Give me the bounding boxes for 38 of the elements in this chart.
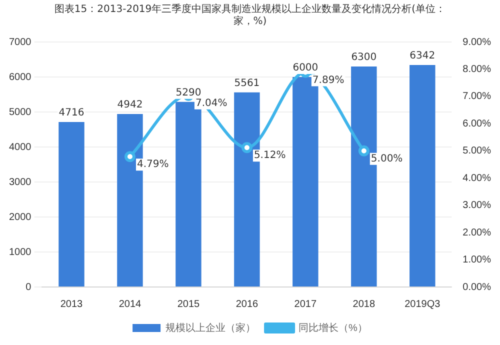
y-tick-label: 1000 <box>8 246 32 258</box>
y2-tick-label: 3.00% <box>462 200 492 212</box>
y-tick-label: 0 <box>26 282 32 293</box>
y2-tick-label: 5.00% <box>462 146 492 157</box>
y2-tick-label: 1.00% <box>462 254 492 266</box>
y2-tick-label: 6.00% <box>462 118 492 130</box>
legend-label: 同比增长（%） <box>298 322 368 334</box>
y2-tick-label: 7.00% <box>462 91 492 102</box>
data-label: 5.12% <box>254 150 286 162</box>
x-tick-label: 2015 <box>177 298 200 310</box>
y2-tick-label: 8.00% <box>462 64 492 75</box>
y2-tick-label: 9.00% <box>462 36 492 48</box>
y2-tick-label: 4.00% <box>462 172 492 184</box>
y-tick-label: 6000 <box>8 72 32 83</box>
data-label: 7.04% <box>195 98 228 109</box>
chart-title: 图表15：2013-2019年三季度中国家具制造业规模以上企业数量及变化情况分析(单位：家，%) <box>53 4 447 28</box>
data-label: 4.79% <box>136 159 169 170</box>
y2-tick-label: 2.00% <box>462 227 492 238</box>
data-label: 6342 <box>410 50 436 62</box>
y-tick-label: 5000 <box>8 106 32 118</box>
y2-tick-label: 0.00% <box>462 282 492 293</box>
x-tick-label: 2014 <box>118 298 142 310</box>
y-tick-label: 3000 <box>8 176 32 188</box>
data-label: 5561 <box>234 78 260 89</box>
data-label: 6300 <box>351 52 377 64</box>
x-tick-label: 2016 <box>236 298 259 310</box>
data-label: 4942 <box>117 100 143 111</box>
data-label: 7.89% <box>312 74 344 86</box>
x-tick-label: 2018 <box>352 298 376 310</box>
y-tick-label: 7000 <box>8 36 32 48</box>
y-tick-label: 4000 <box>8 142 32 153</box>
x-tick-label: 2019Q3 <box>404 298 441 310</box>
data-label: 5.00% <box>370 153 403 164</box>
legend-label: 规模以上企业（家） <box>166 322 256 334</box>
y-tick-label: 2000 <box>8 212 32 223</box>
data-label: 4716 <box>58 108 84 119</box>
x-tick-label: 2017 <box>294 298 317 310</box>
x-tick-label: 2013 <box>60 298 84 310</box>
